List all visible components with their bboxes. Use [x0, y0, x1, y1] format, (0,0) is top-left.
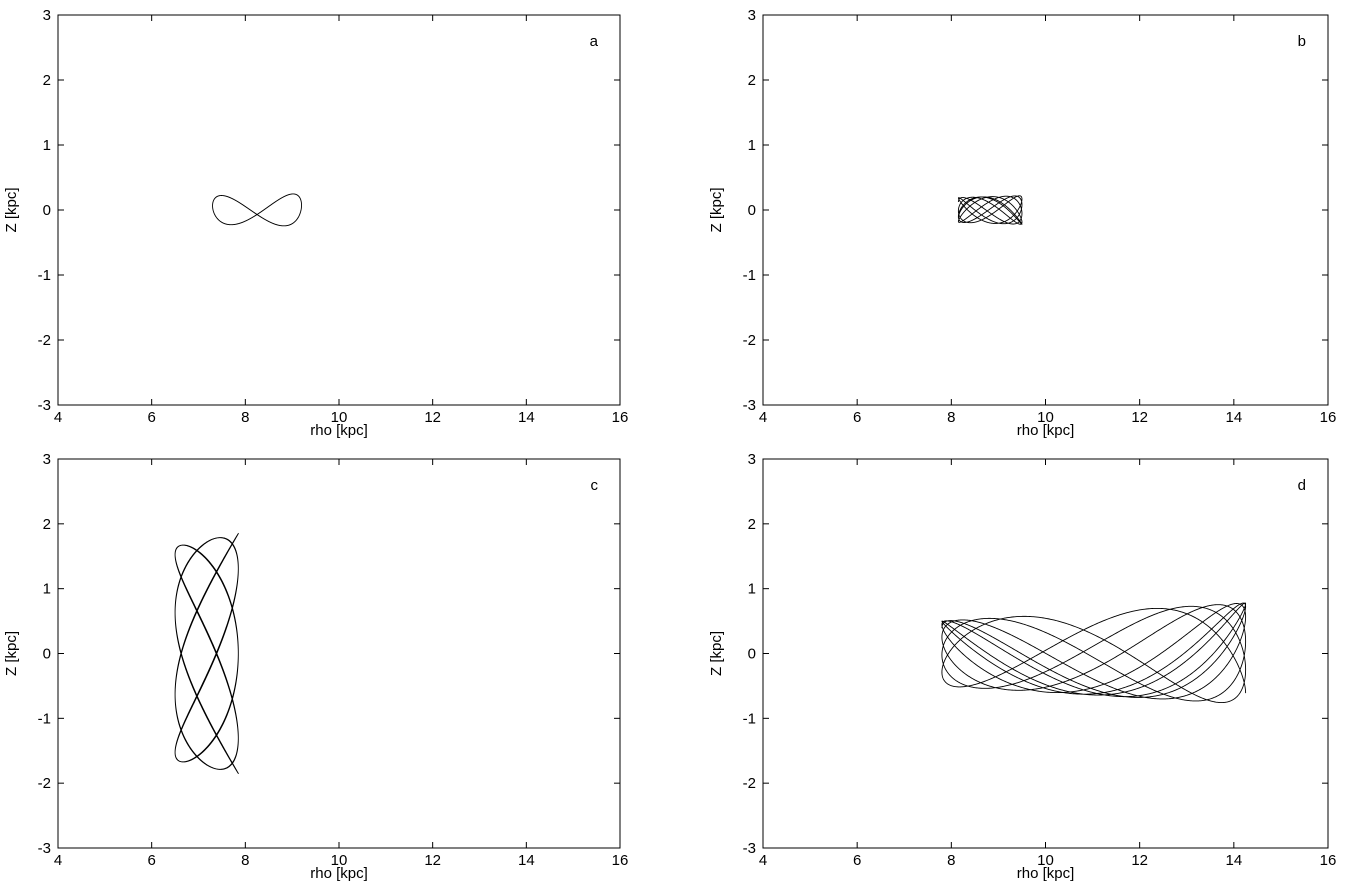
panel-label: d [1298, 477, 1306, 494]
x-tick-label: 6 [147, 409, 155, 426]
panel-label: b [1298, 33, 1306, 50]
y-tick-label: 1 [748, 137, 756, 154]
x-axis-label: rho [kpc] [310, 865, 368, 882]
orbit-trajectory [941, 602, 1247, 704]
plot-frame [57, 14, 621, 406]
y-tick-label: 1 [43, 137, 51, 154]
x-tick-label: 14 [518, 409, 535, 426]
y-tick-label: -1 [743, 267, 756, 284]
orbit-trajectory [957, 195, 1023, 225]
y-tick-label: -1 [38, 710, 51, 727]
x-tick-label: 14 [1225, 409, 1242, 426]
y-tick-label: -3 [743, 840, 756, 857]
x-tick-label: 12 [424, 852, 441, 869]
y-tick-label: -2 [743, 775, 756, 792]
orbit-trajectory [174, 532, 240, 774]
panel-label: a [590, 33, 599, 50]
x-axis-label: rho [kpc] [1017, 865, 1075, 882]
x-tick-label: 6 [147, 852, 155, 869]
x-tick-label: 12 [424, 409, 441, 426]
y-tick-label: 2 [748, 516, 756, 533]
y-tick-label: 3 [748, 7, 756, 24]
x-tick-label: 14 [518, 852, 535, 869]
x-tick-label: 16 [612, 852, 629, 869]
x-tick-label: 12 [1131, 409, 1148, 426]
y-tick-label: 0 [43, 646, 51, 663]
y-tick-label: -2 [38, 332, 51, 349]
y-tick-label: 3 [43, 7, 51, 24]
x-tick-label: 10 [331, 409, 348, 426]
x-tick-label: 6 [853, 409, 861, 426]
x-tick-label: 10 [331, 852, 348, 869]
x-axis-label: rho [kpc] [1017, 422, 1075, 439]
y-tick-label: -2 [38, 775, 51, 792]
x-tick-label: 8 [947, 852, 955, 869]
y-tick-label: 0 [748, 202, 756, 219]
x-tick-label: 16 [1320, 409, 1337, 426]
plot-frame [57, 458, 621, 849]
y-axis-label: Z [kpc] [3, 187, 20, 232]
x-tick-label: 8 [947, 409, 955, 426]
y-axis-label: Z [kpc] [708, 187, 725, 232]
y-tick-label: 1 [748, 581, 756, 598]
plot-frame [762, 14, 1329, 406]
y-tick-label: 2 [748, 72, 756, 89]
x-tick-label: 4 [759, 852, 767, 869]
y-tick-label: 2 [43, 72, 51, 89]
y-axis-label: Z [kpc] [708, 631, 725, 676]
x-tick-label: 10 [1037, 409, 1054, 426]
orbit-trajectory [212, 193, 302, 227]
x-tick-label: 10 [1037, 852, 1054, 869]
x-tick-label: 16 [1320, 852, 1337, 869]
x-tick-label: 16 [612, 409, 629, 426]
x-tick-label: 4 [759, 409, 767, 426]
y-tick-label: -3 [743, 397, 756, 414]
y-tick-label: -1 [38, 267, 51, 284]
x-tick-label: 8 [241, 409, 249, 426]
y-tick-label: -3 [38, 840, 51, 857]
x-tick-label: 8 [241, 852, 249, 869]
y-tick-label: -2 [743, 332, 756, 349]
x-tick-label: 4 [54, 852, 62, 869]
x-tick-label: 12 [1131, 852, 1148, 869]
y-tick-label: 3 [43, 451, 51, 468]
y-tick-label: -1 [743, 710, 756, 727]
x-tick-label: 6 [853, 852, 861, 869]
y-axis-label: Z [kpc] [3, 631, 20, 676]
panel-label: c [591, 477, 599, 494]
y-tick-label: -3 [38, 397, 51, 414]
y-tick-label: 2 [43, 516, 51, 533]
y-tick-label: 1 [43, 581, 51, 598]
x-axis-label: rho [kpc] [310, 422, 368, 439]
x-tick-label: 4 [54, 409, 62, 426]
y-tick-label: 3 [748, 451, 756, 468]
x-tick-label: 14 [1225, 852, 1242, 869]
y-tick-label: 0 [748, 646, 756, 663]
y-tick-label: 0 [43, 202, 51, 219]
